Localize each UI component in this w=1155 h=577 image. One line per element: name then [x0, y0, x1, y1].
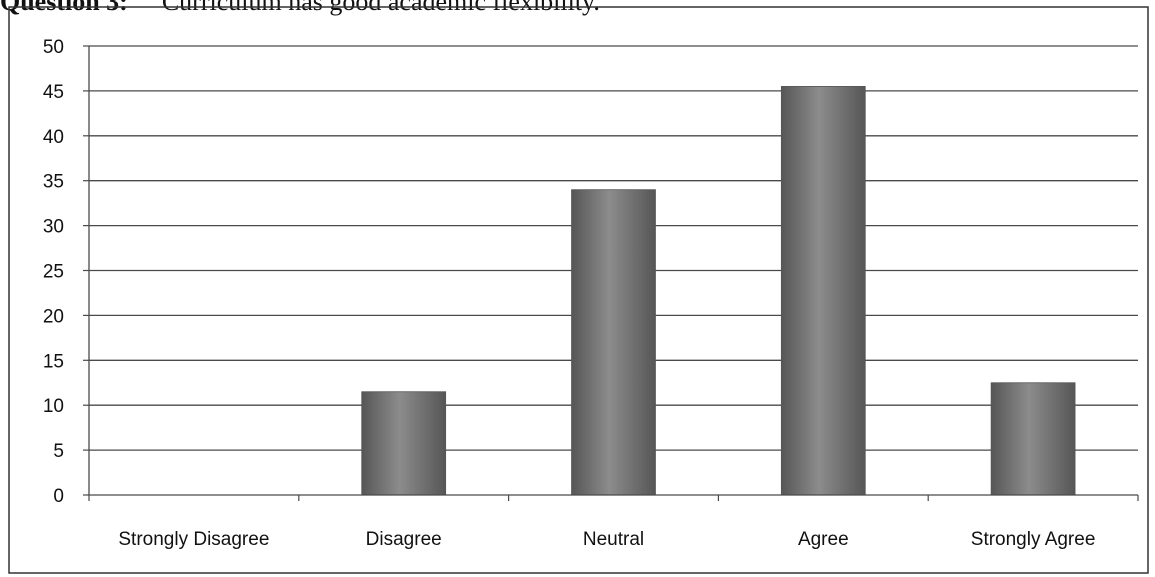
- bar-neutral: [571, 189, 656, 496]
- bar-strongly-agree: [990, 382, 1076, 496]
- y-tick-label: 50: [43, 37, 64, 58]
- y-tick-label: 20: [43, 306, 64, 327]
- y-tick-label: 35: [43, 172, 64, 193]
- x-axis-category-labels: Strongly Disagree Disagree Neutral Agree Str…: [118, 529, 1095, 550]
- y-tick-label: 10: [43, 396, 64, 417]
- question-label: Question 3:: [0, 0, 128, 16]
- bar-disagree: [361, 391, 447, 496]
- y-tick-label: 15: [43, 351, 64, 372]
- y-tick-label: 25: [43, 262, 64, 283]
- question-heading: Question 3: Curriculum has good academic …: [0, 0, 600, 17]
- x-category-label: Disagree: [366, 529, 442, 550]
- chart-frame: [8, 6, 1149, 574]
- x-category-label: Neutral: [583, 529, 644, 550]
- x-category-label: Agree: [798, 529, 849, 550]
- x-category-label: Strongly Disagree: [118, 529, 269, 550]
- y-tick-label: 30: [43, 217, 64, 238]
- bar-agree: [780, 86, 866, 496]
- y-tick-label: 0: [53, 486, 64, 507]
- y-tick-label: 40: [43, 127, 64, 148]
- y-axis-tick-labels: 0 5 10 15 20 25 30 35 40 45 50: [43, 37, 64, 507]
- y-tick-label: 45: [43, 82, 64, 103]
- x-category-label: Strongly Agree: [971, 529, 1096, 550]
- y-tick-label: 5: [53, 441, 64, 462]
- axes: [83, 45, 1139, 501]
- question-text: Curriculum has good academic flexibility…: [161, 0, 600, 16]
- bar-series: [361, 86, 1076, 496]
